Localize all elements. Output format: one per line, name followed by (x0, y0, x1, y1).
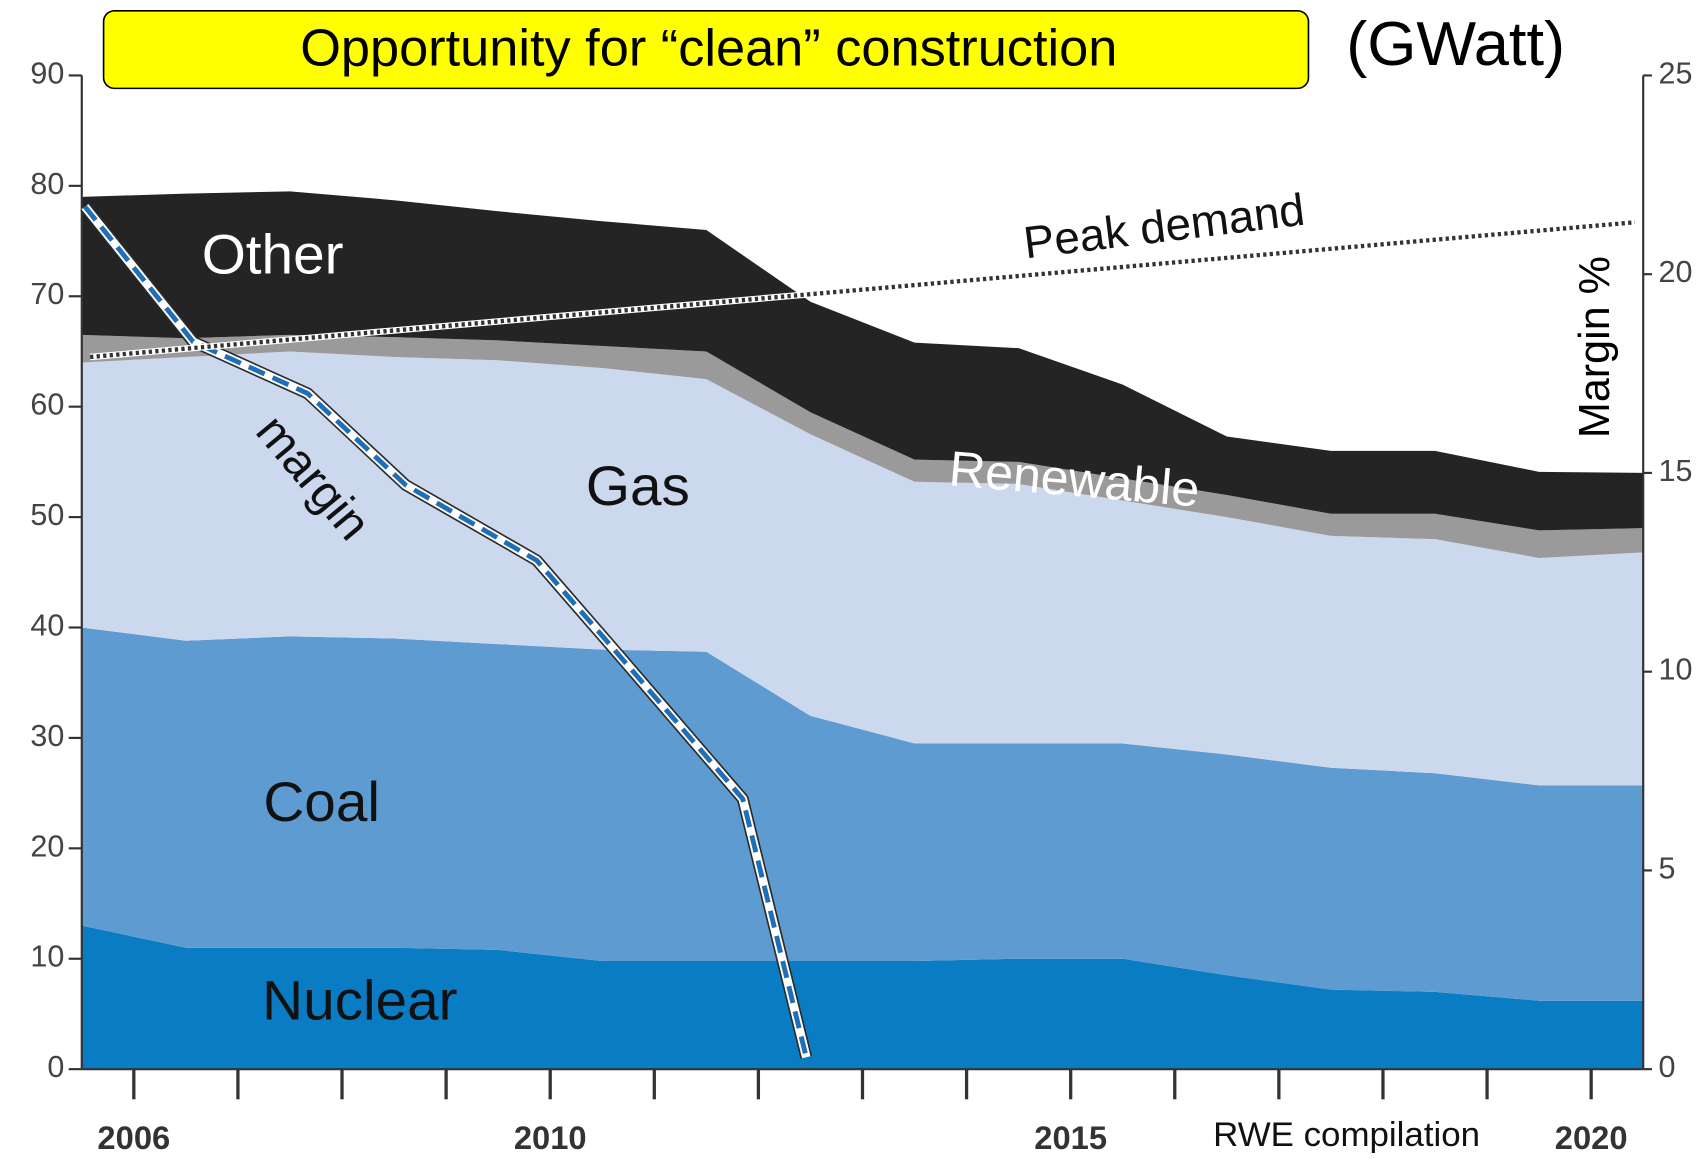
axes: 0 10 20 30 40 50 60 70 80 90 0 5 10 15 20 25 2006 2010 201… (30, 58, 1692, 1156)
y-tick-label: 0 (47, 1051, 64, 1084)
chart-title: Opportunity for “clean” construction (300, 20, 1117, 78)
area (81, 925, 1644, 1070)
y-tick-label: 70 (30, 278, 64, 311)
x-tick-label: 2015 (1034, 1120, 1107, 1156)
area (81, 627, 1644, 1001)
series-label: Other (202, 223, 344, 286)
y-tick-label: 40 (30, 610, 64, 643)
y2-tick-label: 15 (1658, 455, 1692, 488)
series-label: Gas (586, 454, 690, 517)
line (82, 205, 809, 1058)
y2-axis-label: Margin % (1571, 256, 1619, 438)
unit-label: (GWatt) (1346, 9, 1565, 79)
x-tick-label: 2006 (97, 1120, 170, 1156)
y2-tick-label: 20 (1658, 256, 1692, 289)
y-tick-label: 30 (30, 720, 64, 753)
series-label: Coal (263, 770, 380, 833)
y-tick-label: 10 (30, 941, 64, 974)
x-tick-label: 2010 (514, 1120, 587, 1156)
y-tick-label: 90 (30, 58, 64, 91)
y-tick-label: 80 (30, 168, 64, 201)
lines (80, 202, 1636, 1059)
y-tick-label: 50 (30, 499, 64, 532)
areas (81, 191, 1644, 1070)
source-note: RWE compilation (1213, 1116, 1480, 1154)
y2-tick-label: 10 (1658, 654, 1692, 687)
title-box (102, 9, 1310, 90)
y2-tick-label: 25 (1658, 58, 1692, 91)
line-outline (89, 219, 1636, 361)
y2-tick-label: 0 (1658, 1051, 1675, 1084)
y-tick-label: 60 (30, 389, 64, 422)
x-tick-label: 2020 (1555, 1120, 1628, 1156)
series-label: Nuclear (262, 969, 457, 1032)
area (81, 351, 1644, 786)
area (81, 334, 1644, 558)
area (81, 191, 1644, 531)
y-tick-label: 20 (30, 830, 64, 863)
y2-tick-label: 5 (1658, 853, 1675, 886)
